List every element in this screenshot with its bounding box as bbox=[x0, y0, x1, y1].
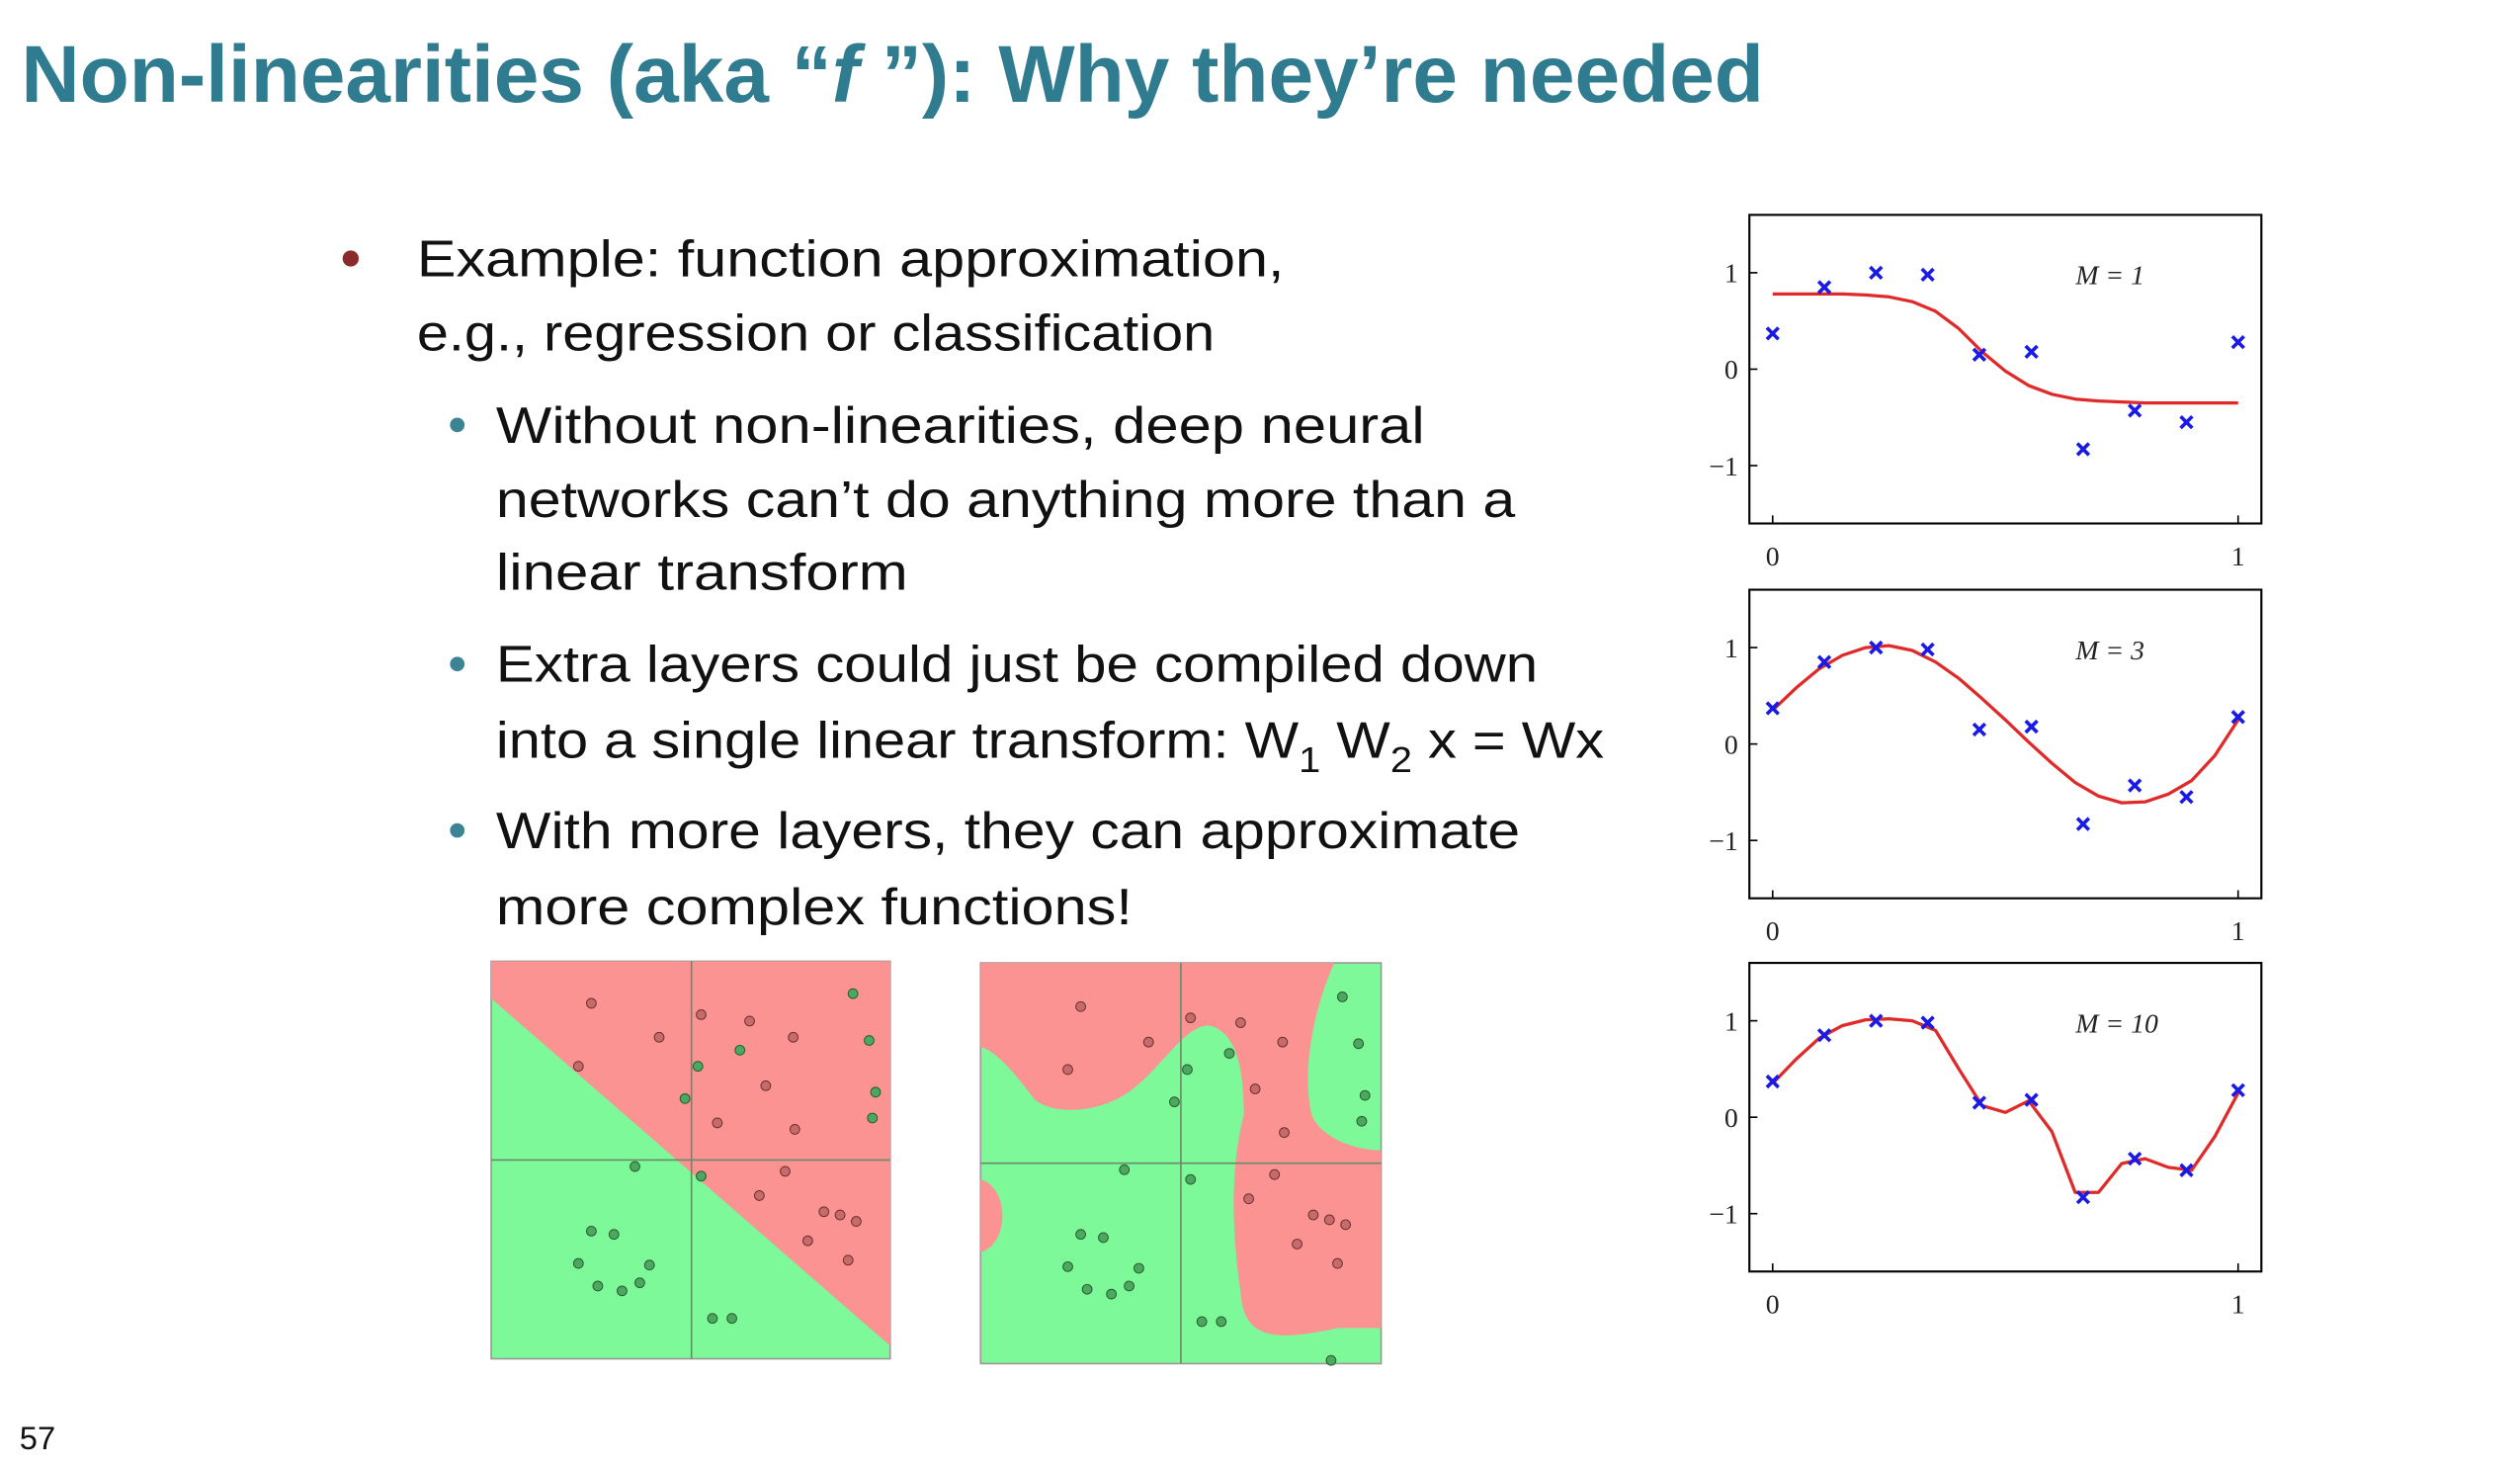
data-point bbox=[1972, 1095, 1987, 1110]
green-dots bbox=[1062, 992, 1371, 1366]
data-point bbox=[2230, 710, 2245, 725]
data-point bbox=[2128, 778, 2142, 793]
plot: 0 1 −1 0 1 M = 10 bbox=[1709, 962, 2263, 1321]
plot-annotation: M = 10 bbox=[2074, 1008, 2158, 1039]
data-point bbox=[1869, 265, 1884, 281]
x-tick-label: 1 bbox=[2231, 1290, 2245, 1321]
subbullet-text: Without non-linearities, deep neural bbox=[496, 397, 1425, 455]
data-point bbox=[2075, 442, 2091, 457]
plot-frame bbox=[1748, 962, 2263, 1273]
decision-boundary-linear bbox=[490, 960, 891, 1360]
y-tick-label: 0 bbox=[1724, 730, 1738, 760]
plot: 0 1 −1 0 1 M = 3 bbox=[1709, 588, 2263, 947]
decision-boundary-nonlinear bbox=[979, 962, 1383, 1366]
y-tick-label: −1 bbox=[1709, 826, 1738, 857]
plot: 0 1 −1 0 1 M = 1 bbox=[1709, 214, 2263, 572]
data-point bbox=[1972, 347, 1987, 362]
y-tick-label: 1 bbox=[1724, 259, 1738, 290]
data-point bbox=[1765, 701, 1780, 716]
formula-text: x = Wx bbox=[1412, 713, 1604, 770]
data-point bbox=[1920, 1015, 1935, 1030]
x-tick-label: 1 bbox=[2231, 542, 2245, 572]
subbullet-text: Extra layers could just be compiled down bbox=[496, 637, 1538, 694]
data-point bbox=[1816, 280, 1832, 295]
data-point bbox=[1765, 1074, 1780, 1089]
x-tick-label: 0 bbox=[1766, 1290, 1780, 1321]
fit-curve bbox=[1771, 644, 2240, 805]
data-point bbox=[1920, 267, 1935, 283]
slide-title: Non-linearities (aka “f ”): Why they’re … bbox=[21, 30, 1763, 120]
red-region bbox=[980, 1179, 1003, 1252]
data-point bbox=[1920, 642, 1935, 657]
data-point bbox=[2179, 790, 2194, 805]
y-tick-label: −1 bbox=[1709, 1200, 1738, 1231]
bullet-text: Example: function approximation, bbox=[417, 230, 1285, 288]
data-point bbox=[2024, 719, 2039, 734]
y-tick-label: 0 bbox=[1724, 355, 1738, 386]
data-point bbox=[1869, 640, 1884, 655]
data-point bbox=[1816, 654, 1832, 669]
data-point bbox=[2230, 334, 2245, 350]
red-dots bbox=[572, 997, 862, 1266]
data-point bbox=[2075, 1189, 2091, 1205]
y-tick-label: −1 bbox=[1709, 452, 1738, 482]
title-text: ”): Why they’re needed bbox=[859, 30, 1764, 120]
y-tick-label: 1 bbox=[1724, 1006, 1738, 1037]
subbullet-dot bbox=[450, 822, 465, 838]
subbullet-text: networks can’t do anything more than a bbox=[496, 472, 1516, 529]
x-tick-label: 1 bbox=[2231, 916, 2245, 947]
x-tick-label: 0 bbox=[1766, 542, 1780, 572]
data-point bbox=[2075, 817, 2091, 831]
y-tick-label: 0 bbox=[1724, 1103, 1738, 1134]
data-point bbox=[1765, 326, 1780, 341]
data-point bbox=[1869, 1013, 1884, 1028]
data-point bbox=[2128, 1151, 2142, 1166]
data-point bbox=[2024, 1092, 2039, 1107]
subbullet-dot bbox=[450, 417, 465, 433]
fit-curve bbox=[1771, 1017, 2240, 1194]
plot-annotation: M = 1 bbox=[2074, 261, 2144, 292]
bullet-dot bbox=[342, 250, 360, 267]
subbullet-text: linear transform bbox=[496, 545, 908, 602]
formula-text: W bbox=[1320, 713, 1390, 770]
bullet-text: e.g., regression or classification bbox=[417, 305, 1215, 363]
data-point bbox=[2179, 1163, 2194, 1177]
formula-text: into a single linear transform: W bbox=[496, 713, 1300, 770]
data-point bbox=[2230, 1082, 2245, 1098]
page-number: 57 bbox=[20, 1420, 55, 1456]
red-dots bbox=[1062, 1000, 1352, 1269]
x-tick-label: 0 bbox=[1766, 916, 1780, 947]
data-point bbox=[2179, 414, 2194, 430]
y-tick-label: 1 bbox=[1724, 634, 1738, 664]
subbullet-text: With more layers, they can approximate bbox=[496, 803, 1520, 860]
title-text: Non-linearities (aka “ bbox=[21, 30, 831, 120]
subbullet-text: more complex functions! bbox=[496, 879, 1133, 936]
data-point bbox=[1972, 722, 1987, 737]
plot-annotation: M = 3 bbox=[2074, 636, 2144, 666]
data-point bbox=[1816, 1028, 1832, 1043]
fit-curve bbox=[1772, 292, 2238, 405]
subbullet-dot bbox=[450, 656, 465, 672]
data-point bbox=[2024, 344, 2039, 360]
data-point bbox=[2128, 403, 2142, 418]
formula-subscript: 1 bbox=[1299, 739, 1320, 780]
red-region bbox=[980, 963, 1382, 1336]
plot-frame bbox=[1748, 588, 2263, 900]
formula-subscript: 2 bbox=[1390, 739, 1412, 780]
green-dots bbox=[572, 988, 882, 1325]
